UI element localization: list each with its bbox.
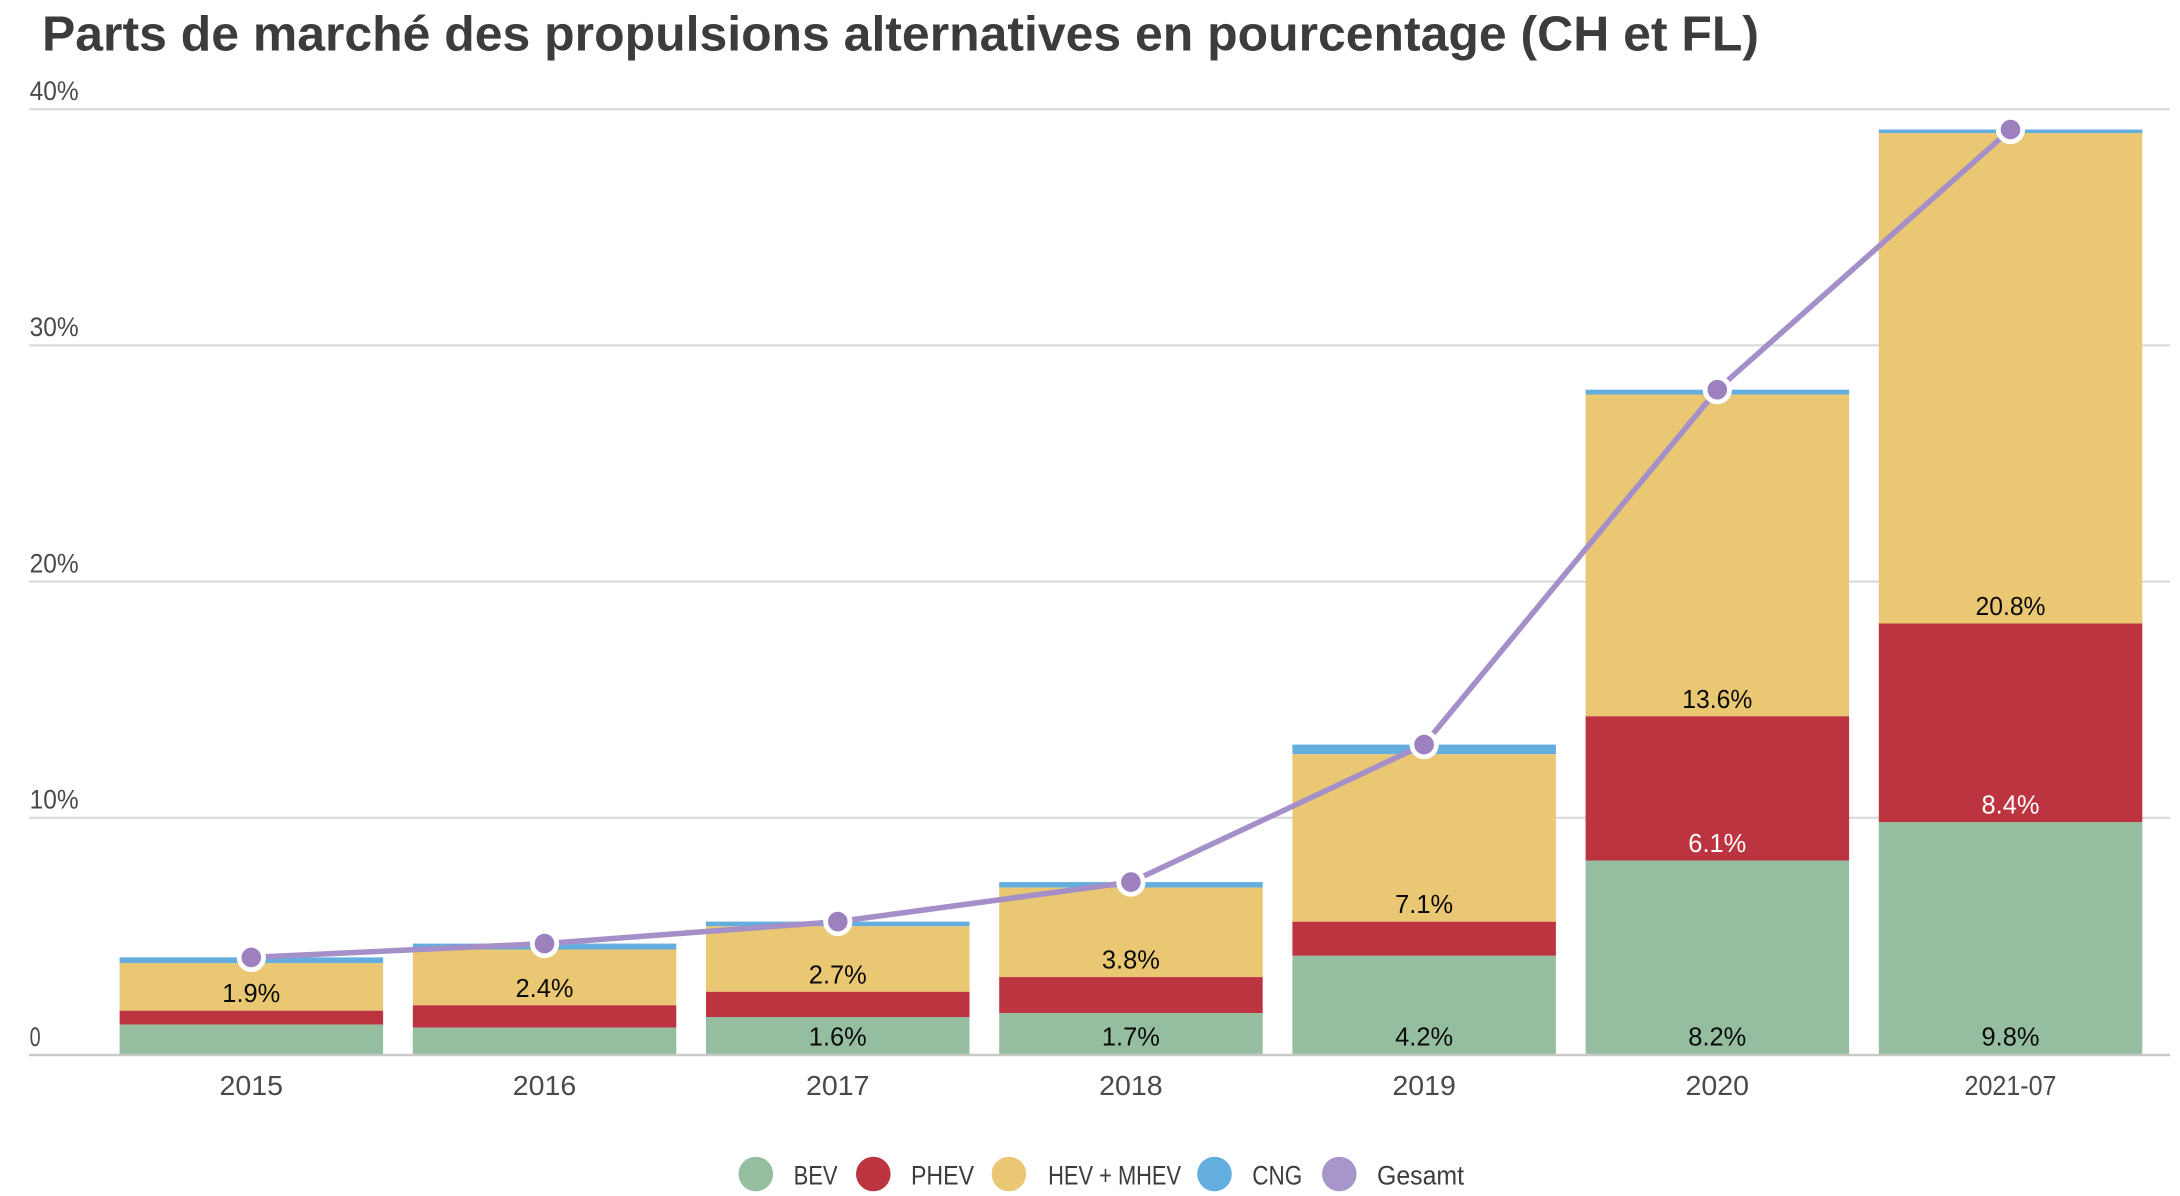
svg-text:2021-07: 2021-07 <box>1965 1070 2057 1101</box>
svg-text:2020: 2020 <box>1686 1070 1750 1101</box>
svg-text:2.7%: 2.7% <box>809 959 867 989</box>
svg-text:BEV: BEV <box>794 1161 838 1191</box>
svg-text:6.1%: 6.1% <box>1688 828 1746 858</box>
svg-text:Parts de marché des propulsion: Parts de marché des propulsions alternat… <box>42 8 1759 62</box>
svg-text:10%: 10% <box>30 785 79 815</box>
svg-text:2018: 2018 <box>1099 1070 1163 1101</box>
svg-text:8.4%: 8.4% <box>1982 790 2040 820</box>
svg-text:0: 0 <box>30 1022 41 1052</box>
svg-text:1.9%: 1.9% <box>222 978 280 1008</box>
svg-text:8.2%: 8.2% <box>1688 1022 1746 1052</box>
svg-text:2.4%: 2.4% <box>516 973 574 1003</box>
svg-text:1.6%: 1.6% <box>809 1022 867 1052</box>
svg-text:HEV + MHEV: HEV + MHEV <box>1048 1161 1181 1191</box>
svg-text:20.8%: 20.8% <box>1976 591 2046 621</box>
svg-text:7.1%: 7.1% <box>1395 889 1453 919</box>
svg-text:4.2%: 4.2% <box>1395 1022 1453 1052</box>
svg-text:PHEV: PHEV <box>911 1161 974 1191</box>
svg-text:13.6%: 13.6% <box>1682 684 1752 714</box>
svg-text:9.8%: 9.8% <box>1982 1022 2040 1052</box>
svg-text:2017: 2017 <box>806 1070 870 1101</box>
svg-text:CNG: CNG <box>1252 1161 1302 1191</box>
svg-text:30%: 30% <box>30 312 79 342</box>
svg-text:Gesamt: Gesamt <box>1377 1161 1464 1191</box>
svg-text:1.7%: 1.7% <box>1102 1022 1160 1052</box>
svg-text:2016: 2016 <box>513 1070 577 1101</box>
svg-text:20%: 20% <box>30 548 79 578</box>
svg-text:3.8%: 3.8% <box>1102 945 1160 975</box>
svg-text:2015: 2015 <box>220 1070 284 1101</box>
svg-text:40%: 40% <box>30 76 79 106</box>
svg-text:2019: 2019 <box>1392 1070 1456 1101</box>
